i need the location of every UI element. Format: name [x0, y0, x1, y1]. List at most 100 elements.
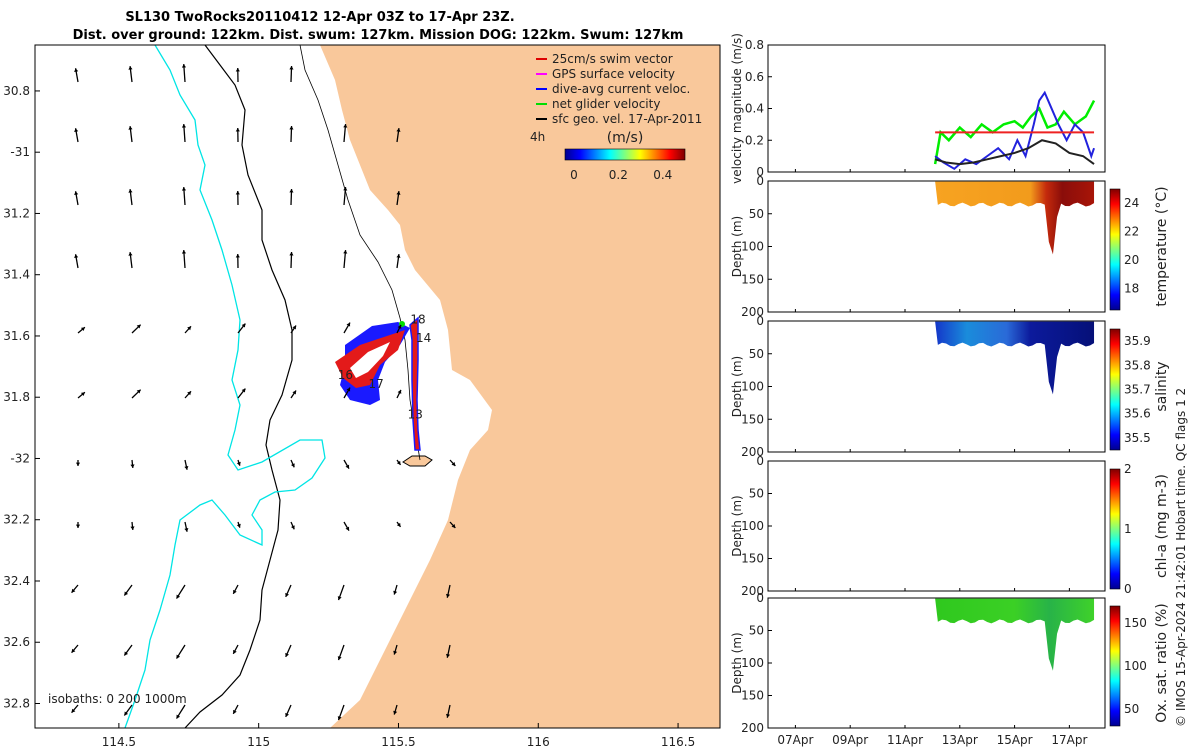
- lat-tick-label: 31.4: [3, 268, 30, 282]
- colorbar-tick-label: 22: [1124, 225, 1139, 239]
- geo-velocity-arrowhead: [290, 525, 295, 530]
- y-tick-label: 100: [741, 656, 764, 670]
- geo-velocity-arrowhead: [184, 528, 189, 532]
- geo-velocity-arrowhead: [346, 322, 351, 327]
- temperature-field: [935, 181, 1095, 255]
- geo-velocity-arrowhead: [285, 652, 289, 657]
- track-line: [409, 316, 421, 451]
- date-tick-label: 11Apr: [887, 733, 923, 747]
- colorbar-tick-label: 35.9: [1124, 334, 1151, 348]
- geo-velocity-arrowhead: [289, 189, 294, 193]
- geo-velocity-arrowhead: [345, 526, 350, 531]
- land-area: [320, 45, 720, 728]
- geo-velocity-arrowhead: [71, 588, 76, 593]
- geo-velocity-arrowhead: [285, 592, 289, 597]
- y-tick-label: 150: [741, 412, 764, 426]
- geo-velocity-arrowhead: [130, 464, 135, 468]
- geo-velocity-arrowhead: [289, 126, 294, 130]
- map-panel: 30.8 -31 31.2 31.4 31.6 31.8 -32 32.2 32.4 32.6 32…: [3, 44, 721, 749]
- colorbar-tick-label: 1: [1124, 522, 1132, 536]
- y-axis-label: Depth (m): [730, 495, 744, 556]
- geo-velocity-arrowhead: [343, 124, 348, 128]
- y-tick-label: 100: [741, 240, 764, 254]
- date-tick-label: 15Apr: [997, 733, 1033, 747]
- lat-tick-label: -32: [10, 451, 30, 465]
- geo-velocity-arrowhead: [285, 712, 289, 717]
- lat-ticks: 30.8 -31 31.2 31.4 31.6 31.8 -32 32.2 32.4 32.6 32…: [3, 84, 40, 710]
- geo-velocity-arrowhead: [290, 463, 295, 468]
- geo-velocity-arrowhead: [396, 128, 401, 132]
- geo-velocity-arrowhead: [235, 68, 240, 72]
- colorbar-tick-label: 20: [1124, 253, 1139, 267]
- geo-velocity-arrowhead: [130, 526, 135, 530]
- colorbar-tick-label: 35.6: [1124, 407, 1151, 421]
- salinity-field: [935, 321, 1095, 395]
- geo-velocity-arrowhead: [71, 708, 76, 713]
- panel-temperature: 0 50 100 150 200 Depth (m) 18 20 22 24 temperature…: [730, 174, 1170, 319]
- temperature-colorbar: [1109, 188, 1121, 311]
- date-tick-label: 07Apr: [777, 733, 813, 747]
- geo-velocity-arrowhead: [181, 124, 187, 128]
- geo-velocity-arrowhead: [445, 713, 451, 718]
- colorbar-tick-label: 50: [1124, 702, 1139, 716]
- geo-velocity-arrowhead: [396, 254, 401, 258]
- lat-tick-label: 31.6: [3, 329, 30, 343]
- date-tick-label: 09Apr: [832, 733, 868, 747]
- colorbar-tick-label: 100: [1124, 659, 1147, 673]
- map-colorbar-tick: 0.2: [609, 168, 628, 182]
- geo-velocity-arrowhead: [128, 66, 133, 70]
- date-tick-label: 13Apr: [942, 733, 978, 747]
- geo-velocity-arrowhead: [124, 651, 129, 656]
- geo-velocity-arrowhead: [451, 524, 456, 528]
- geo-velocity-arrowhead: [396, 191, 401, 195]
- date-ticks: 07Apr 09Apr 11Apr 13Apr 15Apr 17Apr: [777, 733, 1087, 747]
- legend-entry: GPS surface velocity: [552, 67, 675, 81]
- colorbar-tick-label: 18: [1124, 282, 1139, 296]
- isobaths-label: isobaths: 0 200 1000m: [48, 692, 187, 706]
- y-tick-label: 50: [749, 624, 764, 638]
- geo-velocity-arrowhead: [75, 462, 81, 466]
- geo-velocity-arrowhead: [74, 254, 79, 258]
- geo-velocity-arrowhead: [187, 391, 192, 396]
- title-line-2: Dist. over ground: 122km. Dist. swum: 12…: [73, 28, 684, 43]
- colorbar-label: chl-a (mg m-3): [1154, 474, 1170, 578]
- geo-velocity-arrowhead: [235, 191, 240, 195]
- geo-velocity-arrowhead: [75, 524, 81, 528]
- y-tick-label: 200: [741, 305, 764, 319]
- day-label: 16: [338, 368, 353, 382]
- geo-velocity-arrowhead: [128, 252, 133, 256]
- colorbar-tick-label: 0: [1124, 582, 1132, 596]
- geo-velocity-arrowhead: [241, 388, 246, 393]
- lat-tick-label: 31.8: [3, 390, 30, 404]
- y-tick-label: 200: [741, 721, 764, 735]
- lon-tick-label: 116: [527, 735, 550, 749]
- y-tick-label: 200: [741, 584, 764, 598]
- lat-tick-label: 31.2: [3, 206, 30, 220]
- island: [402, 455, 433, 467]
- geo-velocity-arrowhead: [393, 710, 398, 715]
- geo-velocity-arrowhead: [80, 327, 85, 331]
- map-colorbar: [564, 148, 686, 161]
- legend-entry: dive-avg current veloc.: [552, 82, 690, 96]
- scale-label: 4h: [530, 130, 545, 144]
- y-tick-label: 0: [756, 454, 764, 468]
- geo-velocity-arrowhead: [128, 189, 133, 193]
- series-line: [934, 139, 1095, 166]
- date-tick-label: 17Apr: [1051, 733, 1087, 747]
- swim-vector-swath-inner: [350, 342, 390, 378]
- geo-velocity-arrowhead: [393, 590, 398, 595]
- day-labels: 18 14 16 17 13: [338, 313, 432, 422]
- y-tick-label: 50: [749, 487, 764, 501]
- geo-velocity-arrowhead: [396, 522, 401, 527]
- colorbar-tick-label: 35.8: [1124, 358, 1151, 372]
- map-colorbar-tick: 0: [570, 168, 578, 182]
- title-line-1: SL130 TwoRocks20110412 12-Apr 03Z to 17-…: [125, 10, 514, 25]
- geo-velocity-arrowhead: [181, 250, 187, 254]
- panel-salinity: 0 50 100 150 200 Depth (m) 35.5 35.6 35.7 35.8 35.…: [730, 314, 1170, 459]
- y-tick-label: 150: [741, 689, 764, 703]
- y-tick-label: 150: [741, 272, 764, 286]
- y-tick-label: 0.2: [745, 133, 764, 147]
- geo-velocity-arrowhead: [124, 711, 129, 716]
- geo-velocity-arrowhead: [136, 324, 141, 329]
